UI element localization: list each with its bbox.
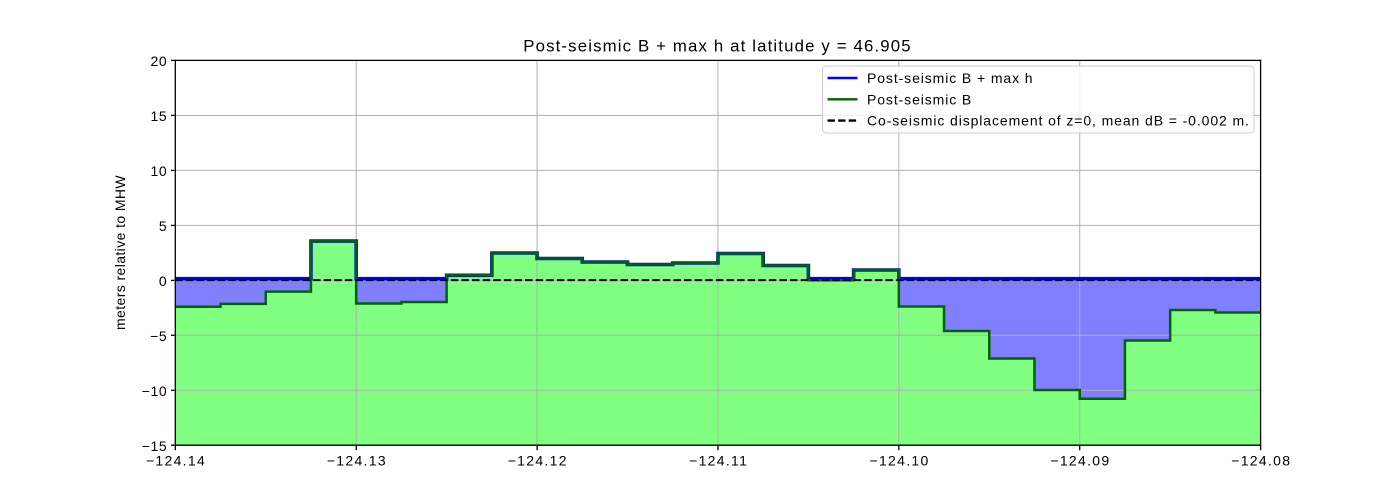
svg-text:20: 20 bbox=[151, 53, 168, 69]
svg-text:Post-seismic B + max h: Post-seismic B + max h bbox=[867, 70, 1033, 86]
svg-text:0: 0 bbox=[159, 273, 167, 289]
svg-text:10: 10 bbox=[151, 163, 168, 179]
svg-text:Post-seismic B + max h at lati: Post-seismic B + max h at latitude y = 4… bbox=[523, 37, 911, 56]
svg-text:Co-seismic displacement of z=0: Co-seismic displacement of z=0, mean dB … bbox=[867, 113, 1250, 129]
svg-text:−15: −15 bbox=[142, 438, 167, 454]
svg-text:−124.11: −124.11 bbox=[689, 453, 748, 469]
svg-text:−124.13: −124.13 bbox=[327, 453, 387, 469]
svg-text:Post-seismic B: Post-seismic B bbox=[867, 91, 972, 107]
svg-text:−10: −10 bbox=[142, 383, 167, 399]
svg-text:meters relative to MHW: meters relative to MHW bbox=[112, 175, 128, 330]
svg-text:15: 15 bbox=[151, 108, 168, 124]
svg-text:−124.08: −124.08 bbox=[1231, 453, 1291, 469]
svg-text:−5: −5 bbox=[150, 328, 167, 344]
svg-text:−124.12: −124.12 bbox=[508, 453, 568, 469]
svg-text:−124.10: −124.10 bbox=[869, 453, 929, 469]
svg-text:5: 5 bbox=[159, 218, 167, 234]
svg-text:−124.14: −124.14 bbox=[146, 453, 206, 469]
svg-text:−124.09: −124.09 bbox=[1050, 453, 1110, 469]
